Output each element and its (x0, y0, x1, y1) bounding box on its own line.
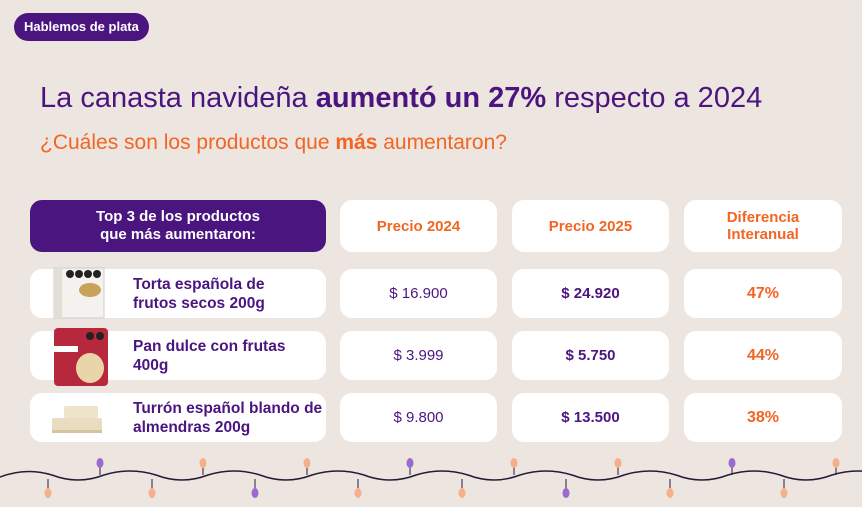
light-bulb-icon (354, 488, 362, 498)
header-price-2025: Precio 2025 (512, 200, 669, 252)
price-2025: $ 5.750 (512, 331, 669, 380)
light-bulb-icon (666, 488, 674, 498)
light-bulb-icon (614, 458, 622, 468)
light-bulb-icon (199, 458, 207, 468)
light-bulb-icon (728, 458, 736, 468)
light-bulb-icon (148, 488, 156, 498)
torta-box-image (53, 267, 105, 319)
light-bulb-icon (251, 488, 259, 498)
light-bulb-icon (96, 458, 104, 468)
light-bulb-icon (562, 488, 570, 498)
light-bulb-icon (458, 488, 466, 498)
light-bulb-icon (510, 458, 518, 468)
page-title: La canasta navideña aumentó un 27% respe… (40, 82, 763, 114)
header-price-2024: Precio 2024 (340, 200, 497, 252)
light-bulb-icon (44, 488, 52, 498)
light-bulb-icon (832, 458, 840, 468)
light-bulb-icon (303, 458, 311, 468)
light-bulb-icon (406, 458, 414, 468)
price-2025: $ 13.500 (512, 393, 669, 442)
pan-dulce-image (54, 328, 108, 386)
string-lights-decoration (0, 458, 862, 498)
price-2025: $ 24.920 (512, 269, 669, 318)
price-2024: $ 16.900 (340, 269, 497, 318)
difference-percent: 44% (684, 331, 842, 380)
price-2024: $ 3.999 (340, 331, 497, 380)
section-badge: Hablemos de plata (14, 13, 149, 41)
difference-percent: 47% (684, 269, 842, 318)
page-subtitle: ¿Cuáles son los productos que más aument… (40, 131, 507, 154)
light-bulb-icon (780, 488, 788, 498)
price-2024: $ 9.800 (340, 393, 497, 442)
light-wire (0, 470, 862, 481)
difference-percent: 38% (684, 393, 842, 442)
header-difference: Diferencia Interanual (684, 200, 842, 252)
turron-image (52, 406, 102, 433)
header-products: Top 3 de los productos que más aumentaro… (30, 200, 326, 252)
